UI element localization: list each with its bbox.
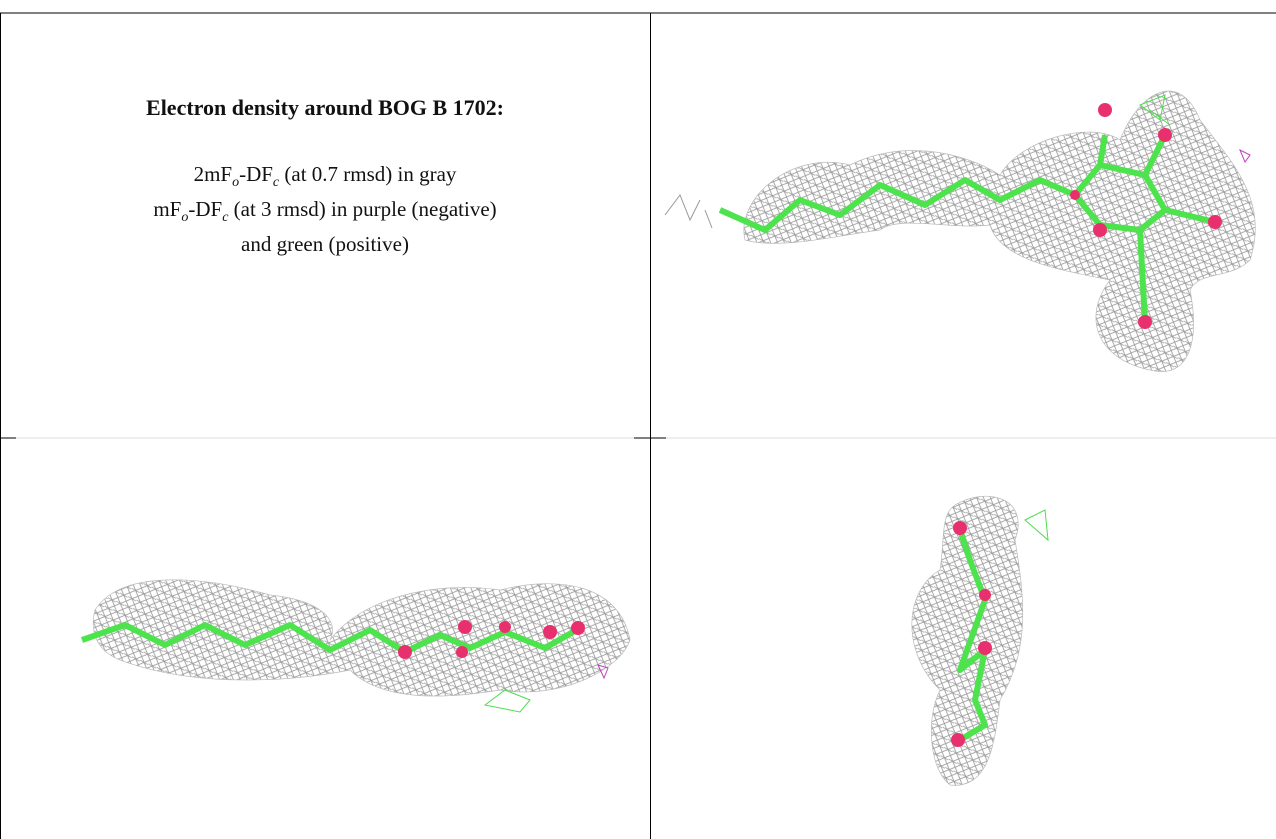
caption-title: Electron density around BOG B 1702: bbox=[20, 95, 630, 121]
density-view bbox=[912, 496, 1048, 785]
caption-line: and green (positive) bbox=[20, 231, 630, 258]
text: mF bbox=[153, 197, 181, 221]
page: Electron density around BOG B 1702: 2mFo… bbox=[0, 0, 1276, 839]
density-view bbox=[665, 91, 1255, 372]
text: -DF bbox=[239, 162, 273, 186]
caption-line: 2mFo-DFc (at 0.7 rmsd) in gray bbox=[20, 161, 630, 196]
text: (at 0.7 rmsd) in gray bbox=[279, 162, 456, 186]
text: -DF bbox=[188, 197, 222, 221]
text: and green (positive) bbox=[241, 232, 409, 256]
text: 2mF bbox=[194, 162, 233, 186]
caption: Electron density around BOG B 1702: 2mFo… bbox=[20, 95, 630, 258]
caption-line: mFo-DFc (at 3 rmsd) in purple (negative) bbox=[20, 196, 630, 231]
text: (at 3 rmsd) in purple (negative) bbox=[228, 197, 496, 221]
density-view bbox=[82, 580, 630, 712]
